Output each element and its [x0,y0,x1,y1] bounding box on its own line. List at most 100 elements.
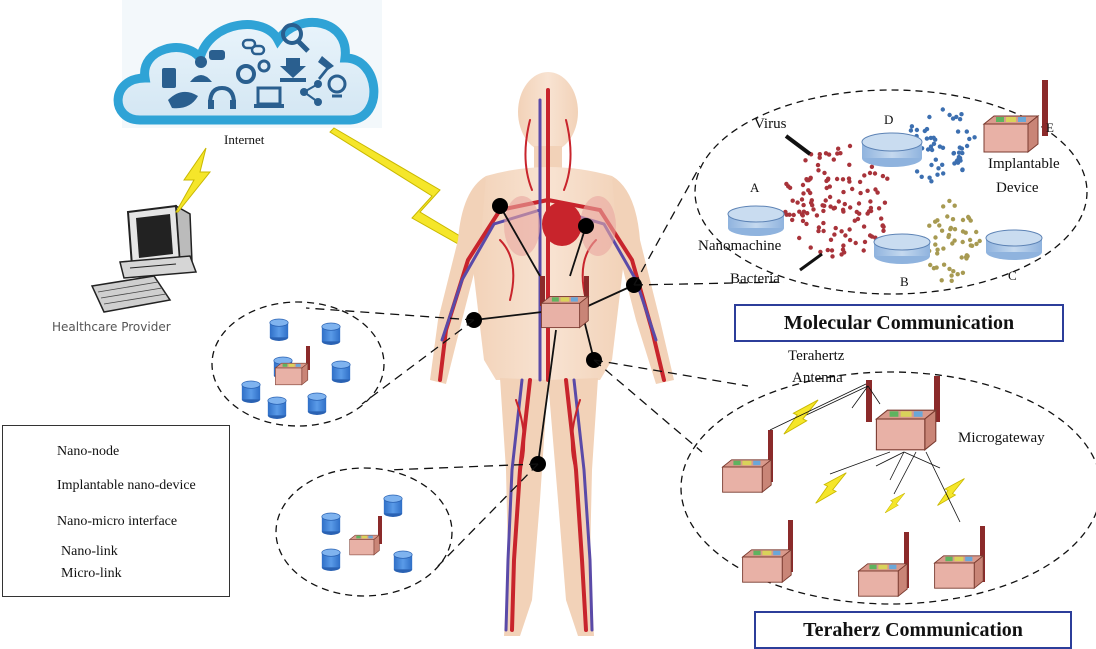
molecule-particle [815,162,821,168]
molecule-particle [867,233,873,238]
molecular-communication-scene: Virus A D E B C Nanomachine Bacteria Imp… [698,80,1060,289]
molecule-particle [840,177,846,182]
headset-icon [208,85,236,105]
molecule-particle [811,207,816,212]
molecule-particle [841,243,846,248]
legend-label-implantable-device: Implantable nano-device [57,478,196,493]
molecule-particle [952,161,957,166]
molecule-particle [928,144,934,149]
molecule-particle [862,239,868,245]
molecule-particle [960,239,965,245]
molecule-particle [974,241,979,247]
molecule-particle [908,128,914,133]
molecule-particle [784,181,789,187]
legend-label-micro-link: Micro-link [61,566,122,581]
micro-link-bolt-4 [937,478,965,506]
molecule-particle [909,124,915,129]
molecule-particle [817,155,822,160]
molecule-particle [967,237,973,243]
molecule-particle [808,200,814,205]
legend-label-nano-link: Nano-link [61,544,118,559]
molecule-particle [847,143,853,149]
molecule-particle [933,137,938,142]
bacteria-pointer [799,252,823,272]
molecule-particle [839,229,844,234]
molecule-particle [804,221,809,227]
molecule-particle [805,211,810,216]
molecule-particle [948,225,954,231]
molecule-particle [947,112,952,118]
molecule-particle [790,217,795,223]
molecule-particle [875,190,880,195]
internet-label: Internet [224,132,265,147]
legend-label-nano-node: Nano-node [57,444,120,459]
user-icon [195,56,207,68]
molecule-particle [959,112,964,117]
molecule-particle [822,203,827,208]
molecule-particle [927,114,932,120]
lung-right [580,196,616,256]
download-icon [280,58,306,78]
molecule-particle [949,273,954,278]
terahertz-antenna-label-line2: Antenna [792,370,843,386]
molecule-particle [827,194,833,200]
molecule-particle [826,176,831,181]
molecule-particle [816,168,821,173]
tablet-icon [162,68,176,88]
molecular-region [694,89,1088,295]
molecule-particle [800,213,805,218]
molecule-particle [828,237,834,242]
molecule-particle [836,146,841,151]
nanomachine-disk-b [873,233,931,264]
molecule-particle [867,170,873,176]
molecule-particle [828,204,833,209]
molecule-particle [956,150,962,155]
molecule-particle [865,188,870,193]
label-e: E [1046,120,1054,135]
nanomachine-disk-d [861,132,923,167]
molecule-particle [929,179,934,184]
label-a: A [750,180,760,195]
molecule-particle [791,212,796,218]
chat-icon [209,50,225,60]
molecule-particle [974,229,979,235]
molecule-particle [929,162,934,168]
molecule-particle [826,152,832,157]
molecule-particle [947,198,952,204]
terahertz-nano-device-4 [934,526,985,589]
molecule-particle [933,235,938,240]
molecule-particle [873,187,878,192]
molecular-communication-title: Molecular Communication [734,304,1064,342]
label-b: B [900,274,909,289]
cluster-lower-left-nodes [321,494,413,574]
molecule-particle [823,198,828,203]
molecule-particle [968,218,973,223]
molecule-particle [843,233,848,238]
molecule-particle [972,135,977,140]
molecule-particle [960,217,966,223]
molecule-particle [969,243,975,248]
molecule-particle [919,174,924,179]
molecule-particle [846,176,852,181]
molecule-particle [808,245,813,250]
molecule-particle [879,216,884,221]
molecule-particle [850,186,855,192]
molecule-particle [957,117,963,122]
healthcare-provider-computer: Healthcare Provider [52,204,198,334]
molecule-particle [939,278,944,283]
virus-label: Virus [754,116,787,132]
molecule-particle [866,209,872,214]
molecule-particle [928,135,933,141]
molecule-particle [801,202,806,208]
micro-link-bolt-2 [815,472,847,504]
molecule-particle [935,172,940,177]
molecule-particle [857,179,863,185]
molecule-particle [861,224,867,229]
molecule-particle [852,218,857,223]
micro-link-bolt-1 [783,399,819,435]
nanomachine-label: Nanomachine [698,238,782,254]
molecule-particle [842,201,847,207]
molecule-particle [935,218,940,223]
molecule-particle [836,199,841,204]
